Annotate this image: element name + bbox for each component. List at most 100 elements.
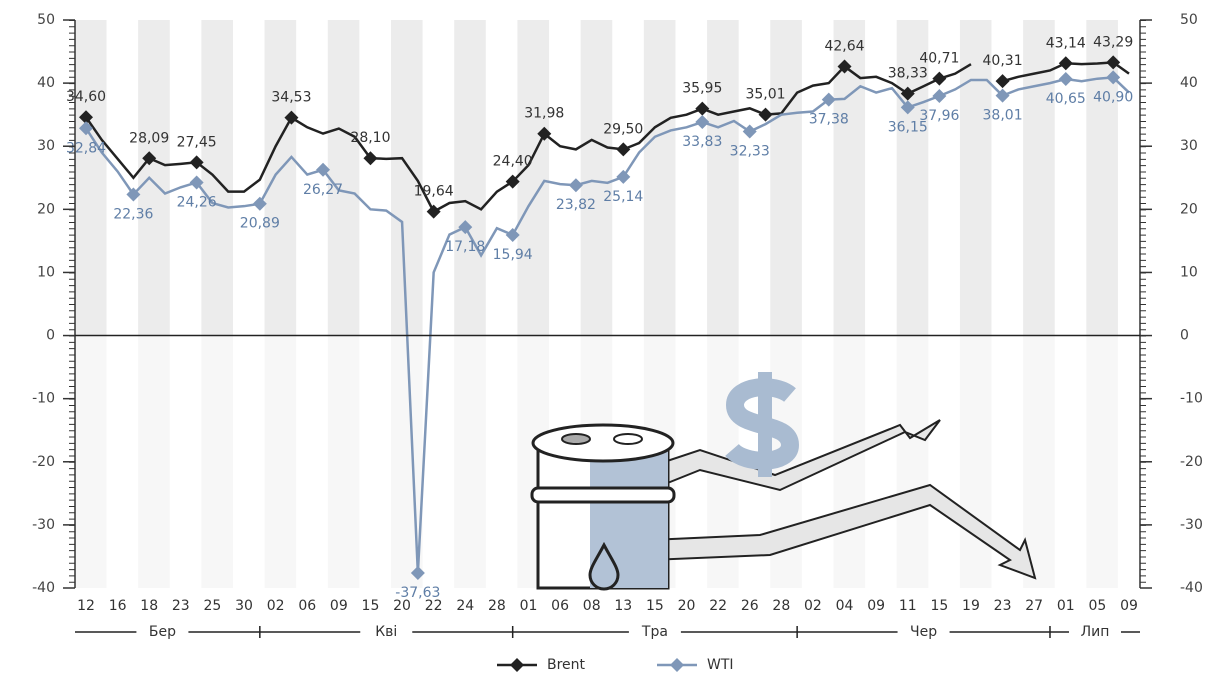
legend-marker [670,658,684,672]
x-tick-label: 15 [362,598,380,614]
point-marker [995,88,1010,103]
x-tick-label: 28 [488,598,506,614]
stripe [74,335,107,588]
month-label: Тра [641,624,668,640]
stripe [454,20,486,336]
stripe [517,20,550,336]
x-tick-label: 22 [425,598,443,614]
point-marker [568,178,583,193]
data-label: 38,01 [983,108,1023,124]
y-tick-label: -10 [32,391,55,407]
line-brent [84,63,972,214]
month-label: Чер [910,624,937,640]
stripe [138,20,170,336]
x-tick-label: 11 [899,598,917,614]
point-marker [410,566,425,581]
y-tick-label: -40 [32,580,55,596]
stripe [327,335,360,588]
x-tick-label: 12 [77,598,95,614]
x-tick-label: 22 [709,598,727,614]
stripe [643,20,676,336]
point-marker [1106,55,1121,70]
data-label: -37,63 [395,585,440,601]
barrel-ring [530,486,676,504]
stripe [390,20,423,336]
x-tick-label: 30 [235,598,253,614]
point-marker [1058,72,1073,87]
y2-tick-label: -20 [1180,454,1203,470]
x-tick-label: 06 [298,598,316,614]
point-marker [900,100,915,115]
point-marker [505,174,520,189]
data-label: 15,94 [493,247,533,263]
data-label: 35,01 [745,87,785,103]
y-tick-label: 50 [37,12,55,28]
month-label: Бер [149,624,176,640]
data-label: 24,40 [493,154,533,170]
x-tick-label: 01 [520,598,538,614]
point-marker [821,92,836,107]
point-marker [616,169,631,184]
x-tick-label: 15 [930,598,948,614]
data-label: 26,27 [303,182,343,198]
point-marker [742,124,757,139]
stripe [454,335,486,588]
data-label: 28,09 [129,130,169,146]
point-marker [189,155,204,170]
dollar-bar [758,372,772,477]
x-tick-label: 06 [551,598,569,614]
data-label: 17,18 [445,239,485,255]
y-tick-label: -20 [32,454,55,470]
data-label: 25,14 [603,189,643,205]
point-marker [363,151,378,166]
point-marker [537,126,552,141]
y-tick-label: -30 [32,517,55,533]
point-marker [758,107,773,122]
point-marker [1106,70,1121,85]
legend-marker [510,658,524,672]
y-tick-label: 30 [37,138,55,154]
data-label: 32,33 [730,144,770,160]
data-label: 29,50 [603,121,643,137]
x-tick-label: 19 [962,598,980,614]
point-marker [932,88,947,103]
y-tick-label: 20 [37,201,55,217]
point-marker [616,142,631,157]
x-tick-label: 13 [614,598,632,614]
point-marker [837,59,852,74]
x-tick-label: 08 [583,598,601,614]
point-marker [126,187,141,202]
y2-tick-label: -30 [1180,517,1203,533]
data-label: 23,82 [556,197,596,213]
x-tick-label: 23 [172,598,190,614]
data-label: 24,26 [177,194,217,210]
arrow-down [649,483,1037,580]
y2-tick-label: 0 [1180,328,1189,344]
point-marker [458,220,473,235]
background-stripes [74,20,1118,588]
y-tick-label: 0 [46,328,55,344]
data-label: 36,15 [888,119,928,135]
y2-tick-label: 50 [1180,12,1198,28]
data-label: 34,53 [271,90,311,106]
barrel-cap [561,433,591,445]
data-label: 27,45 [177,134,217,150]
data-label: 31,98 [524,106,564,122]
point-marker [142,151,157,166]
point-marker [695,115,710,130]
point-marker [189,175,204,190]
x-tick-label: 15 [646,598,664,614]
point-marker [695,101,710,116]
month-label-bg [360,624,413,640]
data-label: 22,36 [113,206,153,222]
data-label: 38,33 [888,66,928,82]
illustration [530,372,1037,591]
point-marker [932,71,947,86]
oil-drop [588,541,620,591]
x-tick-label: 16 [109,598,127,614]
x-tick-label: 09 [867,598,885,614]
month-label: Кві [375,624,397,640]
point-marker [1058,56,1073,71]
month-label: Лип [1081,624,1110,640]
